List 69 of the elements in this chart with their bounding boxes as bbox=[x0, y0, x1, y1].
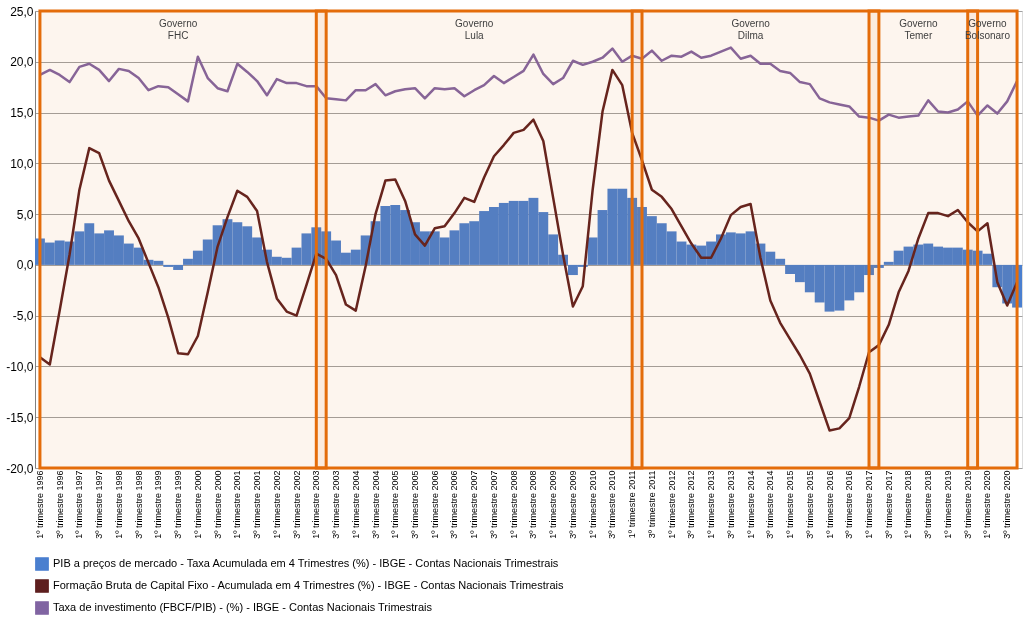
x-tick-label: 3º trimestre 1996 bbox=[54, 470, 65, 539]
x-tick-label: 1º trimestre 2002 bbox=[271, 470, 282, 539]
x-tick-label: 1º trimestre 2000 bbox=[192, 470, 203, 539]
x-tick-label: 3º trimestre 2010 bbox=[607, 470, 618, 539]
y-tick-label: 0,0 bbox=[16, 258, 34, 273]
line-series bbox=[38, 68, 1019, 432]
x-tick-label: 3º trimestre 2004 bbox=[370, 470, 381, 539]
x-tick-label: 1º trimestre 2018 bbox=[903, 470, 914, 539]
x-tick-label: 3º trimestre 2007 bbox=[488, 470, 499, 539]
legend-label: PIB a preços de mercado - Taxa Acumulada em 4 Trimestres (%) - IBGE - Contas Nacionais Trimestrais bbox=[53, 557, 559, 569]
x-tick-label: 1º trimestre 2008 bbox=[508, 470, 519, 539]
x-tick-label: 1º trimestre 2016 bbox=[824, 470, 835, 539]
x-tick-label: 1º trimestre 2017 bbox=[864, 470, 875, 539]
x-tick-label: 1º trimestre 2011 bbox=[627, 470, 638, 539]
y-tick-label: -20,0 bbox=[6, 461, 34, 476]
x-tick-label: 3º trimestre 2000 bbox=[212, 470, 223, 539]
x-tick-label: 1º trimestre 2010 bbox=[587, 470, 598, 539]
x-tick-label: 1º trimestre 2012 bbox=[666, 470, 677, 539]
x-tick-label: 3º trimestre 2015 bbox=[804, 470, 815, 539]
y-tick-label: 15,0 bbox=[10, 106, 34, 121]
x-tick-label: 3º trimestre 2005 bbox=[409, 470, 420, 539]
x-tick-label: 1º trimestre 1997 bbox=[74, 470, 85, 539]
x-tick-label: 1º trimestre 1996 bbox=[34, 470, 45, 539]
x-tick-label: 3º trimestre 2013 bbox=[725, 470, 736, 539]
band-label: Governo Dilma bbox=[731, 18, 771, 41]
x-tick-label: 1º trimestre 2007 bbox=[469, 470, 480, 539]
y-tick-label: -15,0 bbox=[6, 410, 34, 425]
x-tick-label: 1º trimestre 2005 bbox=[390, 470, 401, 539]
x-tick-label: 3º trimestre 2014 bbox=[765, 470, 776, 539]
x-tick-label: 3º trimestre 2006 bbox=[449, 470, 460, 539]
x-tick-label: 3º trimestre 2002 bbox=[291, 470, 302, 539]
y-tick-label: 20,0 bbox=[10, 55, 34, 70]
x-tick-label: 3º trimestre 2011 bbox=[646, 470, 657, 539]
x-tick-label: 3º trimestre 2018 bbox=[923, 470, 934, 539]
x-tick-label: 3º trimestre 2019 bbox=[962, 470, 973, 539]
band-label: Governo Temer bbox=[899, 18, 938, 41]
x-tick-label: 3º trimestre 2016 bbox=[844, 470, 855, 539]
line-series bbox=[38, 46, 1019, 122]
x-tick-label: 1º trimestre 2020 bbox=[982, 470, 993, 539]
x-tick-label: 1º trimestre 2003 bbox=[311, 470, 322, 539]
x-tick-label: 1º trimestre 2009 bbox=[548, 470, 559, 539]
x-tick-label: 1º trimestre 2013 bbox=[706, 470, 717, 539]
x-tick-label: 3º trimestre 2003 bbox=[331, 470, 342, 539]
x-tick-label: 3º trimestre 2008 bbox=[528, 470, 539, 539]
x-tick-label: 1º trimestre 2014 bbox=[745, 470, 756, 539]
legend-label: Formação Bruta de Capital Fixo - Acumulada em 4 Trimestres (%) - IBGE - Contas Nacionais Trimestrais bbox=[53, 579, 564, 591]
x-tick-label: 3º trimestre 2020 bbox=[1002, 470, 1013, 539]
y-tick-label: 10,0 bbox=[10, 156, 34, 171]
legend-label: Taxa de investimento (FBCF/PIB) - (%) - IBGE - Contas Nacionais Trimestrais bbox=[53, 601, 433, 613]
y-tick-label: 25,0 bbox=[10, 4, 34, 19]
y-tick-label: -10,0 bbox=[6, 359, 34, 374]
x-tick-label: 3º trimestre 1998 bbox=[133, 470, 144, 539]
x-tick-label: 1º trimestre 2019 bbox=[942, 470, 953, 539]
x-tick-label: 3º trimestre 2012 bbox=[686, 470, 697, 539]
x-tick-label: 3º trimestre 2001 bbox=[252, 470, 263, 539]
x-tick-label: 1º trimestre 2006 bbox=[429, 470, 440, 539]
x-tick-label: 1º trimestre 1999 bbox=[153, 470, 164, 539]
band-label: Governo FHC bbox=[158, 18, 198, 41]
x-tick-label: 1º trimestre 2001 bbox=[232, 470, 243, 539]
x-tick-label: 1º trimestre 2004 bbox=[350, 470, 361, 539]
x-tick-label: 1º trimestre 2015 bbox=[785, 470, 796, 539]
x-tick-label: 3º trimestre 2009 bbox=[567, 470, 578, 539]
band-label: Governo Lula bbox=[455, 18, 494, 41]
y-tick-label: -5,0 bbox=[12, 309, 34, 324]
x-tick-label: 3º trimestre 2017 bbox=[883, 470, 894, 539]
x-tick-label: 1º trimestre 1998 bbox=[113, 470, 124, 539]
x-tick-label: 3º trimestre 1999 bbox=[173, 470, 184, 539]
x-tick-label: 3º trimestre 1997 bbox=[94, 470, 105, 539]
y-tick-label: 5,0 bbox=[16, 207, 34, 222]
